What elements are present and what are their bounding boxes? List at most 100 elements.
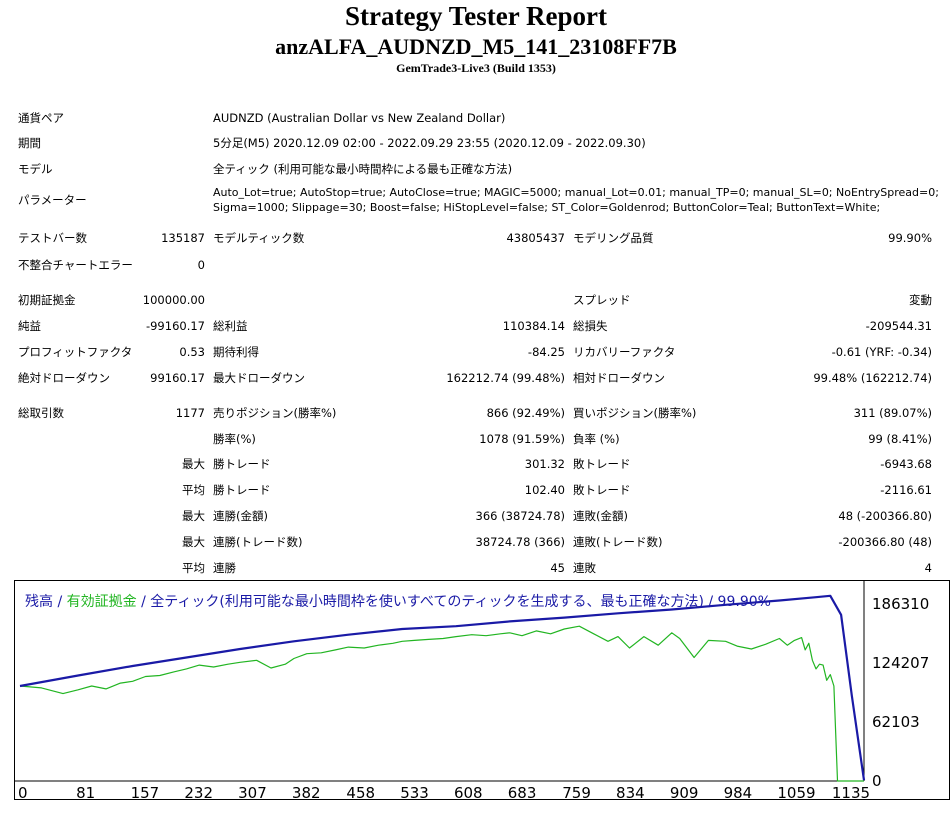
- max-cons-count-prefix: 最大: [182, 535, 205, 549]
- ticks-value: 43805437: [506, 231, 565, 245]
- legend-balance: 残高: [25, 594, 53, 610]
- maximal-drawdown-label: 最大ドローダウン: [213, 371, 305, 385]
- max-cons-losses-money-label: 連敗(金額): [573, 509, 628, 523]
- symbol-label: 通貨ペア: [18, 111, 64, 125]
- deposit-label: 初期証拠金: [18, 293, 76, 307]
- x-tick-label: 1059: [777, 784, 816, 802]
- bars-label: テストバー数: [18, 231, 87, 245]
- avg-cons-losses-value: 4: [924, 561, 932, 575]
- y-tick-label: 0: [872, 772, 882, 790]
- long-positions-value: 311 (89.07%): [853, 406, 932, 420]
- x-tick-label: 157: [130, 784, 160, 802]
- absolute-drawdown-value: 99160.17: [150, 371, 205, 385]
- average-profit-value: 102.40: [524, 483, 565, 497]
- x-tick-label: 232: [184, 784, 213, 802]
- quality-value: 99.90%: [888, 231, 932, 245]
- profit-factor-label: プロフィットファクタ: [18, 345, 133, 359]
- profit-trades-value: 1078 (91.59%): [479, 432, 565, 446]
- x-tick-label: 533: [400, 784, 429, 802]
- recovery-factor-value: -0.61 (YRF: -0.34): [831, 345, 932, 359]
- mismatch-label: 不整合チャートエラー: [18, 258, 133, 272]
- profit-factor-value: 0.53: [179, 345, 205, 359]
- spread-value: 変動: [909, 293, 932, 307]
- x-tick-label: 759: [562, 784, 591, 802]
- y-tick-label: 124207: [872, 654, 930, 672]
- expected-payoff-label: 期待利得: [213, 345, 259, 359]
- max-cons-wins-count-value: 38724.78 (366): [475, 535, 565, 549]
- x-tick-label: 458: [346, 784, 376, 802]
- recovery-factor-label: リカバリーファクタ: [573, 345, 676, 359]
- average-profit-label: 勝トレード: [213, 483, 271, 497]
- x-tick-label: 834: [616, 784, 645, 802]
- x-tick-label: 81: [76, 784, 96, 802]
- max-cons-wins-money-value: 366 (38724.78): [475, 509, 565, 523]
- gross-profit-value: 110384.14: [502, 319, 565, 333]
- short-positions-value: 866 (92.49%): [486, 406, 565, 420]
- x-tick-label: 307: [238, 784, 267, 802]
- params-line-2: Sigma=1000; Slippage=30; Boost=false; Hi…: [213, 201, 881, 214]
- gross-loss-label: 総損失: [573, 319, 608, 333]
- avg-cons-wins-value: 45: [550, 561, 565, 575]
- quality-label: モデリング品質: [573, 231, 654, 245]
- largest-profit-label: 勝トレード: [213, 457, 271, 471]
- period-value: 5分足(M5) 2020.12.09 02:00 - 2022.09.29 23…: [213, 136, 646, 150]
- chart-legend: 残高 / 有効証拠金 / 全ティック(利用可能な最小時間枠を使いすべてのティック…: [25, 591, 771, 611]
- average-prefix: 平均: [182, 483, 205, 497]
- report-title: Strategy Tester Report: [345, 1, 607, 31]
- avg-cons-losses-label: 連敗: [573, 561, 596, 575]
- bars-value: 135187: [161, 231, 205, 245]
- x-tick-label: 1135: [831, 784, 871, 802]
- spread-label: スプレッド: [573, 293, 631, 307]
- y-tick-label: 186310: [872, 595, 930, 613]
- deposit-value: 100000.00: [142, 293, 205, 307]
- params-label: パラメーター: [18, 193, 87, 207]
- period-label: 期間: [18, 136, 41, 150]
- ea-name: anzALFA_AUDNZD_M5_141_23108FF7B: [275, 34, 677, 59]
- max-cons-losses-count-value: -200366.80 (48): [838, 535, 932, 549]
- equity-line: [19, 625, 864, 782]
- gross-loss-value: -209544.31: [865, 319, 932, 333]
- server-build: GemTrade3-Live3 (Build 1353): [396, 61, 556, 75]
- ticks-label: モデルティック数: [213, 231, 305, 245]
- chart-plot: [15, 581, 866, 782]
- max-cons-money-prefix: 最大: [182, 509, 205, 523]
- y-tick-label: 62103: [872, 713, 920, 731]
- max-cons-losses-money-value: 48 (-200366.80): [838, 509, 932, 523]
- largest-prefix: 最大: [182, 457, 205, 471]
- relative-drawdown-value: 99.48% (162212.74): [813, 371, 932, 385]
- largest-loss-label: 敗トレード: [573, 457, 631, 471]
- short-positions-label: 売りポジション(勝率%): [213, 406, 337, 420]
- legend-equity: 有効証拠金: [66, 594, 137, 610]
- average-loss-label: 敗トレード: [573, 483, 631, 497]
- relative-drawdown-label: 相対ドローダウン: [573, 371, 665, 385]
- total-trades-value: 1177: [175, 406, 205, 420]
- x-tick-label: 984: [723, 784, 753, 802]
- absolute-drawdown-label: 絶対ドローダウン: [18, 371, 110, 385]
- balance-line: [19, 594, 866, 781]
- x-tick-label: 683: [507, 784, 537, 802]
- model-label: モデル: [18, 162, 53, 176]
- balance-chart: 残高 / 有効証拠金 / 全ティック(利用可能な最小時間枠を使いすべてのティック…: [14, 580, 950, 800]
- legend-separator: /: [53, 594, 67, 610]
- loss-trades-value: 99 (8.41%): [868, 432, 932, 446]
- symbol-value: AUDNZD (Australian Dollar vs New Zealand…: [213, 111, 506, 125]
- gross-profit-label: 総利益: [213, 319, 248, 333]
- params-line-1: Auto_Lot=true; AutoStop=true; AutoClose=…: [213, 186, 939, 199]
- profit-trades-label: 勝率(%): [213, 432, 256, 446]
- max-cons-losses-count-label: 連敗(トレード数): [573, 535, 663, 549]
- x-tick-label: 909: [669, 784, 699, 802]
- x-tick-label: 608: [453, 784, 483, 802]
- long-positions-label: 買いポジション(勝率%): [573, 406, 697, 420]
- loss-trades-label: 負率 (%): [573, 432, 620, 446]
- expected-payoff-value: -84.25: [527, 345, 565, 359]
- largest-loss-value: -6943.68: [880, 457, 932, 471]
- x-tick-label: 382: [291, 784, 321, 802]
- total-trades-label: 総取引数: [18, 406, 64, 420]
- net-profit-value: -99160.17: [145, 319, 205, 333]
- legend-description: / 全ティック(利用可能な最小時間枠を使いすべてのティックを生成する、最も正確な…: [136, 594, 771, 610]
- avg-cons-prefix: 平均: [182, 561, 205, 575]
- avg-cons-wins-label: 連勝: [213, 561, 236, 575]
- net-profit-label: 純益: [18, 319, 41, 333]
- max-cons-wins-money-label: 連勝(金額): [213, 509, 268, 523]
- average-loss-value: -2116.61: [880, 483, 932, 497]
